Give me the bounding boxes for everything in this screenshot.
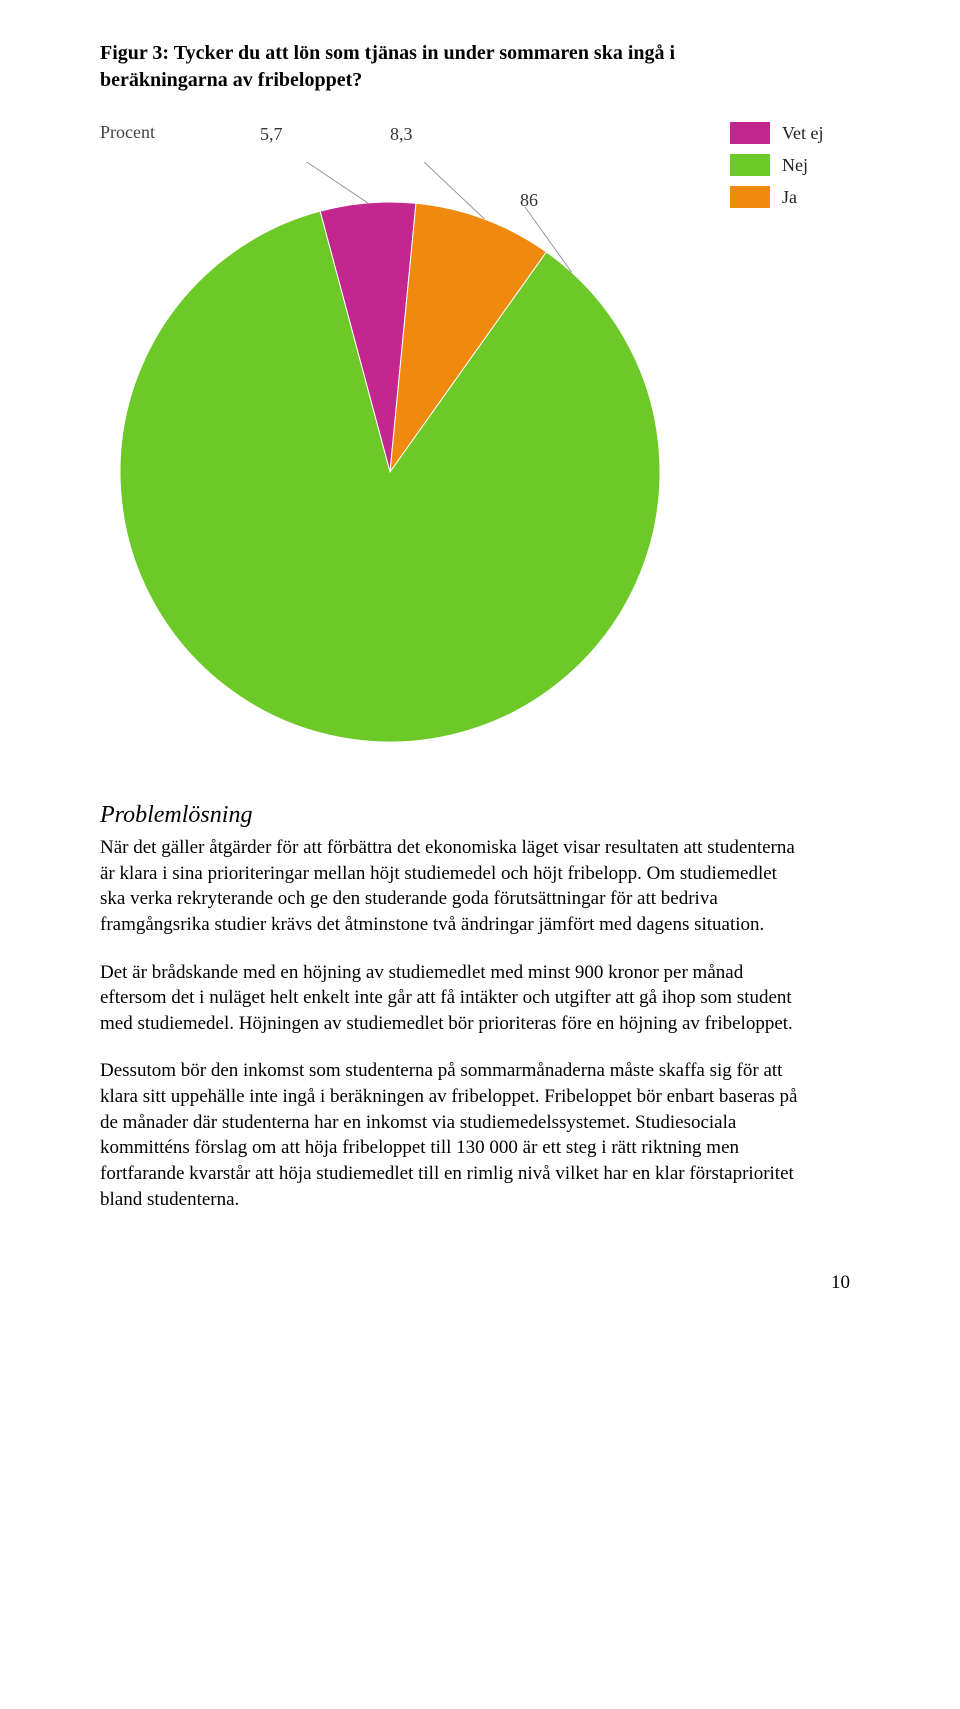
section-heading: Problemlösning: [100, 802, 800, 829]
callout-ja: 8,3: [390, 124, 413, 145]
legend-label: Nej: [782, 155, 808, 176]
legend-item: Vet ej: [730, 122, 860, 144]
y-axis-label: Procent: [100, 122, 155, 143]
legend-item: Ja: [730, 186, 860, 208]
paragraph: När det gäller åtgärder för att förbättr…: [100, 835, 800, 938]
callout-nej: 86: [520, 190, 538, 211]
legend-swatch: [730, 186, 770, 208]
pie-chart-container: Procent 5,7 8,3 86 Vet ej Nej Ja: [100, 122, 860, 762]
figure-title: Figur 3: Tycker du att lön som tjänas in…: [100, 40, 780, 94]
legend-label: Ja: [782, 187, 797, 208]
pie-chart: [100, 162, 700, 762]
page-number: 10: [100, 1272, 860, 1294]
section-body: Problemlösning När det gäller åtgärder f…: [100, 802, 800, 1212]
legend-swatch: [730, 154, 770, 176]
paragraph: Dessutom bör den inkomst som studenterna…: [100, 1058, 800, 1212]
legend-label: Vet ej: [782, 123, 823, 144]
callout-vet-ej: 5,7: [260, 124, 283, 145]
legend-item: Nej: [730, 154, 860, 176]
legend-swatch: [730, 122, 770, 144]
paragraph: Det är brådskande med en höjning av stud…: [100, 960, 800, 1037]
callout-line: [280, 162, 368, 203]
legend: Vet ej Nej Ja: [730, 122, 860, 218]
